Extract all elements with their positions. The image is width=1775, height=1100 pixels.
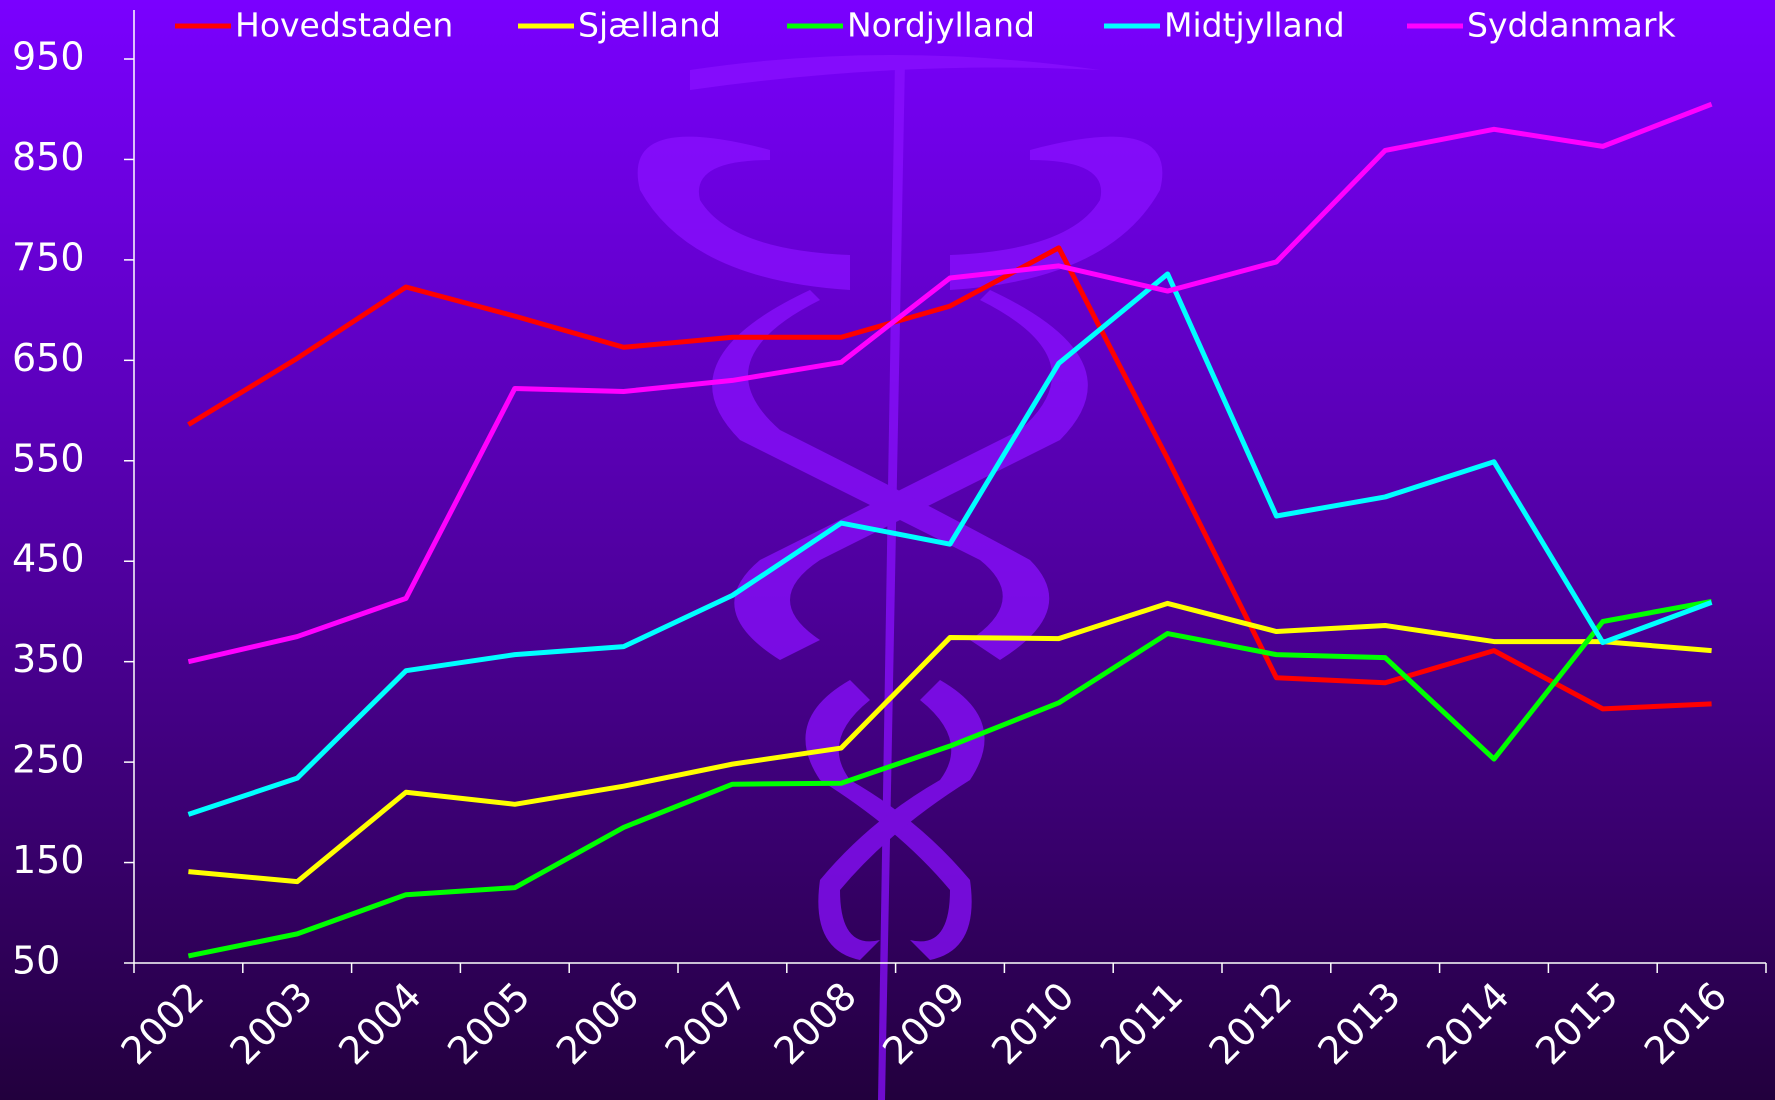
y-tick-label: 150 [12,838,85,882]
caduceus-decoration [637,55,1163,1100]
y-tick-label: 350 [12,637,85,681]
legend-label: Nordjylland [847,6,1035,45]
legend-label: Midtjylland [1164,6,1345,45]
y-tick-label: 550 [12,436,85,480]
y-tick-label: 950 [12,35,85,79]
y-tick-label: 450 [12,537,85,581]
y-tick-label: 250 [12,738,85,782]
y-tick-label: 50 [12,939,60,983]
series-line [187,598,1713,959]
legend-label: Syddanmark [1467,6,1676,45]
y-tick-label: 850 [12,135,85,179]
series-line [187,245,1712,712]
series-line [187,271,1713,817]
legend-label: Sjælland [578,6,721,45]
series-line [187,101,1713,665]
y-tick-label: 650 [12,336,85,380]
series-line [188,600,1712,885]
y-tick-label: 750 [12,235,85,279]
legend-label: Hovedstaden [235,6,453,45]
